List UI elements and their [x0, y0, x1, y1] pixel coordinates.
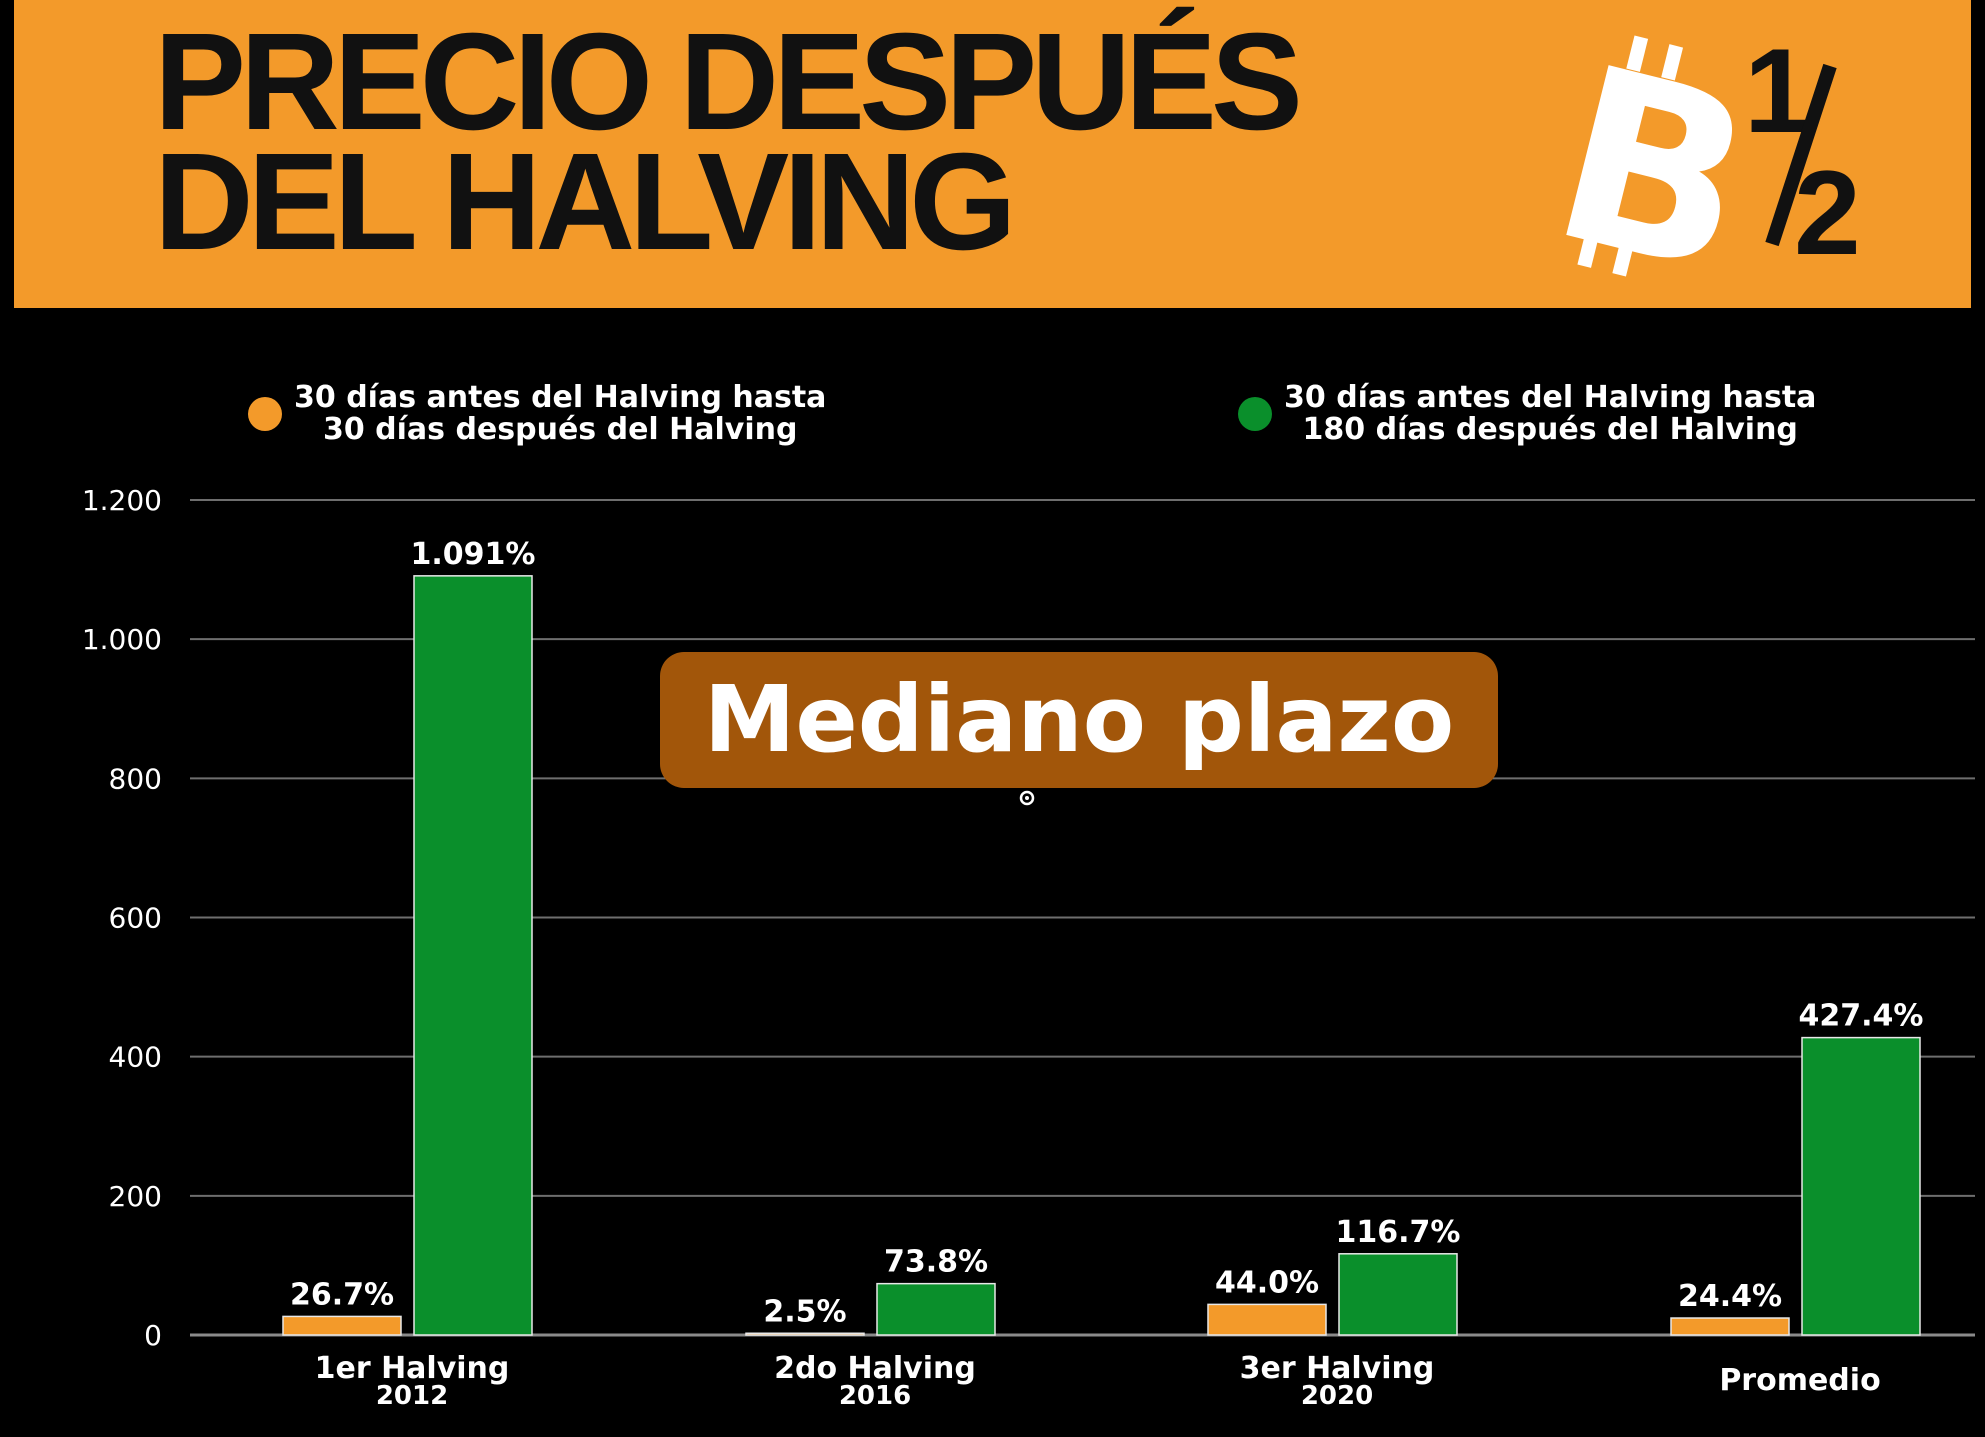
bar-value-label: 1.091% — [411, 537, 536, 572]
x-category-year: 2016 — [839, 1381, 911, 1411]
bar-orange — [1670, 1317, 1790, 1336]
legend-line-1: 30 días antes del Halving hasta — [294, 380, 827, 415]
cursor-icon — [1019, 790, 1035, 806]
x-category-year: 2020 — [1301, 1381, 1373, 1411]
legend-line-2: 30 días después del Halving — [322, 412, 798, 447]
bar-green — [413, 575, 533, 1336]
bar-value-label: 2.5% — [763, 1294, 846, 1329]
y-tick-label: 400 — [109, 1041, 162, 1074]
bar-value-label: 44.0% — [1215, 1265, 1319, 1300]
header-banner: PRECIO DESPUÉS DEL HALVING B 1 2 — [14, 0, 1971, 308]
x-category-label: Promedio — [1719, 1363, 1880, 1398]
bar-green — [1338, 1253, 1458, 1336]
y-tick-label: 600 — [109, 902, 162, 935]
page-title: PRECIO DESPUÉS DEL HALVING — [154, 5, 1303, 279]
logo-fraction-slash — [1765, 63, 1837, 247]
legend-line-1: 30 días antes del Halving hasta — [1284, 380, 1817, 415]
bar-green — [1801, 1036, 1921, 1336]
bar-value-label: 26.7% — [290, 1277, 394, 1312]
logo-fraction-top: 1 — [1744, 24, 1811, 158]
legend-item-180-days: 30 días antes del Halving hasta 180 días… — [1238, 382, 1816, 446]
y-tick-label: 0 — [144, 1319, 162, 1352]
bar-orange — [282, 1315, 402, 1336]
bar-value-label: 24.4% — [1678, 1279, 1782, 1314]
y-tick-label: 1.000 — [82, 623, 162, 656]
x-category-year: 2012 — [376, 1381, 448, 1411]
x-category-label: 2do Halving — [774, 1351, 976, 1386]
legend-line-2: 180 días después del Halving — [1302, 412, 1798, 447]
title-line-2: DEL HALVING — [154, 125, 1017, 279]
bar-value-label: 116.7% — [1336, 1215, 1461, 1250]
y-tick-label: 1.200 — [82, 484, 162, 517]
legend-text: 30 días antes del Halving hasta 180 días… — [1284, 382, 1816, 446]
bar-value-label: 73.8% — [884, 1245, 988, 1280]
bar-orange — [745, 1332, 865, 1336]
mediano-plazo-label: Mediano plazo — [660, 652, 1498, 788]
bar-green — [876, 1282, 996, 1336]
x-category-label: 3er Halving — [1240, 1351, 1435, 1386]
bar-value-label: 427.4% — [1799, 999, 1924, 1034]
legend-item-30-days: 30 días antes del Halving hasta 30 días … — [248, 382, 826, 446]
legend-dot-orange — [248, 397, 282, 431]
legend-dot-green — [1238, 397, 1272, 431]
legend-text: 30 días antes del Halving hasta 30 días … — [294, 382, 826, 446]
title-line-1: PRECIO DESPUÉS — [154, 5, 1303, 159]
bitcoin-half-icon: B 1 2 — [1544, 14, 1861, 284]
bar-orange — [1207, 1303, 1327, 1336]
logo-fraction-bottom: 2 — [1794, 146, 1861, 280]
x-category-label: 1er Halving — [315, 1351, 510, 1386]
y-tick-label: 200 — [109, 1180, 162, 1213]
y-tick-label: 800 — [109, 762, 162, 795]
